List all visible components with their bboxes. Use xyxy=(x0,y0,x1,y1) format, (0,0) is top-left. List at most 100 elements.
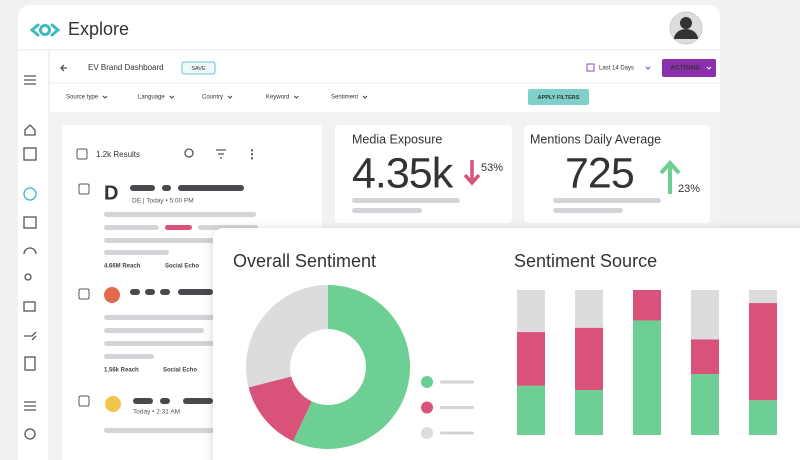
actions-chevron xyxy=(706,66,712,70)
chart-title: Overall Sentiment xyxy=(233,251,376,271)
legend-placeholder xyxy=(440,380,474,384)
back-button[interactable] xyxy=(60,64,67,72)
actions-button[interactable] xyxy=(662,59,716,77)
bar-segment xyxy=(691,339,719,375)
bar-segment xyxy=(517,332,545,386)
filter-chevron xyxy=(362,95,368,99)
bar-segment xyxy=(575,290,603,328)
metric-title: Mentions Daily Average xyxy=(530,132,661,146)
filter-dropdown[interactable]: Source type xyxy=(66,95,99,101)
dashboard-icon[interactable] xyxy=(23,147,37,161)
filter-chevron xyxy=(293,95,299,99)
legend xyxy=(421,376,474,439)
date-chevron xyxy=(645,66,651,70)
sidebar xyxy=(23,50,50,460)
filter-dropdown[interactable]: Sentiment xyxy=(331,95,358,101)
donut-segment xyxy=(248,376,312,442)
chat-icon[interactable] xyxy=(23,301,36,312)
logo xyxy=(29,23,61,37)
donut-segment xyxy=(293,285,410,450)
select-all-checkbox[interactable] xyxy=(76,148,88,160)
bar-segment xyxy=(749,303,777,401)
people-icon[interactable] xyxy=(24,273,32,281)
metric-placeholder xyxy=(352,198,460,203)
save-button[interactable] xyxy=(181,61,216,75)
apply-filters-button[interactable] xyxy=(528,89,589,105)
gear-icon[interactable] xyxy=(24,428,36,440)
metric-placeholder xyxy=(553,208,623,213)
bar-segment xyxy=(575,327,603,391)
chart-title: Sentiment Source xyxy=(514,251,657,271)
bar-segment xyxy=(749,400,777,435)
report-icon[interactable] xyxy=(24,356,36,371)
donut-chart xyxy=(246,285,410,450)
dashboard-name: EV Brand Dashboard xyxy=(88,63,164,72)
metric-title: Media Exposure xyxy=(352,132,442,146)
item-checkbox[interactable] xyxy=(78,395,90,407)
app-title: Explore xyxy=(68,19,129,39)
filter-chevron xyxy=(169,95,175,99)
settings-sliders-icon[interactable] xyxy=(24,401,36,411)
source-logo xyxy=(104,287,120,303)
down-arrow xyxy=(463,160,481,186)
metric-change: 23% xyxy=(678,183,700,195)
legend-marker xyxy=(421,401,433,414)
home-icon[interactable] xyxy=(24,124,36,136)
bar-segment xyxy=(749,290,777,304)
bar-segment xyxy=(575,390,603,435)
bar-segment xyxy=(517,290,545,333)
metric-change: 53% xyxy=(481,162,503,174)
inbox-icon[interactable] xyxy=(23,216,37,229)
item-placeholder xyxy=(104,398,214,433)
source-logo: D xyxy=(104,182,118,204)
item-placeholder xyxy=(104,289,214,359)
legend-placeholder xyxy=(440,406,474,409)
item-source: Social Echo xyxy=(165,264,199,270)
source-logo xyxy=(105,396,121,412)
results-count: 1.2k Results xyxy=(96,150,140,159)
filter-dropdown[interactable]: Keyword xyxy=(266,95,289,101)
legend-marker xyxy=(421,376,433,388)
item-meta: Today • 2:31 AM xyxy=(133,409,180,416)
avatar[interactable] xyxy=(669,11,703,45)
filter-dropdown[interactable]: Country xyxy=(202,95,223,101)
bar-segment xyxy=(517,385,545,435)
filter-bar: Source type Language Country Keyword Sentime… xyxy=(66,95,368,101)
sort-icon[interactable] xyxy=(216,149,226,159)
filter-chevron xyxy=(102,95,108,99)
legend-marker xyxy=(421,427,433,439)
metric-value: 725 xyxy=(565,149,634,197)
explore-icon[interactable] xyxy=(23,187,37,201)
bar-segment xyxy=(633,290,661,321)
metric-value: 4.35k xyxy=(352,149,454,197)
search-icon[interactable] xyxy=(184,148,194,158)
item-source: Social Echo xyxy=(163,368,197,374)
item-checkbox[interactable] xyxy=(78,288,90,300)
filter-chevron xyxy=(227,95,233,99)
actions-label: ACTIONS xyxy=(670,65,700,72)
donut-segment xyxy=(246,285,328,388)
stacked-bar-chart xyxy=(517,290,777,435)
results-tools xyxy=(184,148,253,160)
item-reach: 1.56k Reach xyxy=(104,368,139,374)
item-checkbox[interactable] xyxy=(78,183,90,195)
metric-placeholder xyxy=(352,208,422,213)
gauge-icon[interactable] xyxy=(23,247,37,255)
save-label: SAVE xyxy=(191,66,206,72)
metric-placeholder xyxy=(553,198,661,203)
date-range[interactable]: Last 14 Days xyxy=(599,66,634,72)
item-placeholder xyxy=(104,185,258,255)
item-reach: 4.66M Reach xyxy=(104,264,141,270)
menu-icon[interactable] xyxy=(24,75,36,85)
share-icon[interactable] xyxy=(24,331,37,341)
apply-filters-label: APPLY FILTERS xyxy=(538,95,580,101)
item-meta: DE | Today • 5:00 PM xyxy=(132,198,194,205)
bar-segment xyxy=(691,374,719,435)
bar-segment xyxy=(691,290,719,340)
legend-placeholder xyxy=(440,431,474,435)
up-arrow xyxy=(659,160,681,194)
calendar-icon xyxy=(586,63,595,72)
filter-dropdown[interactable]: Language xyxy=(138,95,165,101)
